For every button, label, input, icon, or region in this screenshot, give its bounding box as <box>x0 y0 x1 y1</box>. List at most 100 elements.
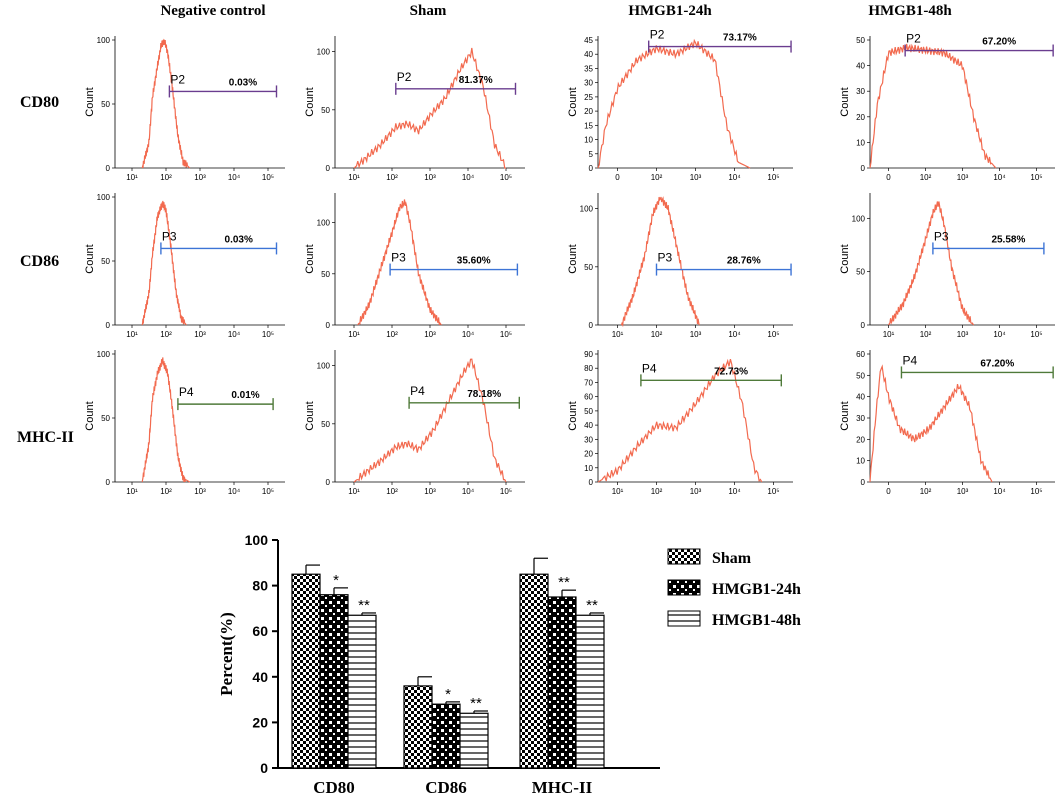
y-tick-label: 60 <box>584 393 593 402</box>
significance-stars: * <box>333 572 339 589</box>
bar-y-tick-label: 20 <box>252 714 268 730</box>
histogram-curve <box>353 47 506 169</box>
significance-stars: ** <box>558 574 570 591</box>
y-tick-label: 100 <box>317 219 331 228</box>
bar-category-label: CD86 <box>425 778 467 797</box>
y-tick-label: 40 <box>584 50 593 59</box>
x-tick-label: 10² <box>386 487 398 496</box>
y-tick-label: 0 <box>589 478 594 487</box>
y-tick-label: 50 <box>856 268 865 277</box>
significance-stars: ** <box>586 597 598 614</box>
histogram-panel: Count 0 50 100 10¹ 10² 10³ 10⁴ 10⁵ P3 28.76% <box>567 193 793 339</box>
y-tick-label: 50 <box>856 36 865 45</box>
gate-name: P4 <box>642 361 657 375</box>
x-tick-label: 10⁵ <box>500 487 512 496</box>
x-tick-label: 10⁴ <box>728 330 741 339</box>
gate-percent: 72.73% <box>714 366 748 377</box>
x-tick-label: 10² <box>920 487 932 496</box>
y-tick-label: 10 <box>856 457 865 466</box>
histogram-curve <box>597 38 751 169</box>
x-tick-label: 10³ <box>957 487 969 496</box>
x-tick-label: 10² <box>920 330 932 339</box>
x-tick-label: 10¹ <box>126 487 138 496</box>
y-tick-label: 20 <box>584 107 593 116</box>
x-tick-label: 10⁵ <box>262 487 274 496</box>
gate-percent: 73.17% <box>723 33 757 44</box>
histogram-curve <box>353 358 507 483</box>
bar <box>403 685 433 769</box>
histogram-panel: Count 0 10 20 30 40 50 0 10² 10³ 10⁴ 10⁵ P2 67.20% <box>839 32 1055 182</box>
y-tick-label: 90 <box>584 350 593 359</box>
gate-name: P3 <box>658 251 673 265</box>
gate-name: P4 <box>902 353 917 367</box>
y-tick-label: 50 <box>321 106 330 115</box>
histogram-panel: Count 0 50 100 10¹ 10² 10³ 10⁴ 10⁵ P2 81.37% <box>304 36 525 182</box>
y-tick-label: 20 <box>856 113 865 122</box>
x-tick-label: 10² <box>386 173 398 182</box>
column-title-hmgb1-48h: HMGB1-48h <box>868 3 952 19</box>
row-label-cd80: CD80 <box>20 94 59 111</box>
x-tick-label: 10³ <box>424 487 436 496</box>
significance-stars: * <box>445 686 451 703</box>
x-tick-label: 10³ <box>957 330 969 339</box>
gate-percent: 0.03% <box>225 234 253 245</box>
histogram-curve <box>597 358 763 483</box>
y-tick-label: 45 <box>584 36 593 45</box>
x-tick-label: 10⁵ <box>500 173 512 182</box>
x-tick-label: 10⁴ <box>228 330 241 339</box>
x-tick-label: 10⁵ <box>767 330 779 339</box>
y-tick-label: 100 <box>97 193 111 202</box>
gate-name: P2 <box>650 28 665 42</box>
histogram-curve <box>869 43 997 169</box>
bar-y-tick-label: 80 <box>252 578 268 594</box>
x-tick-label: 10² <box>651 173 663 182</box>
histogram-curve <box>141 38 191 169</box>
histogram-curve <box>620 196 700 328</box>
x-tick-label: 10¹ <box>126 173 138 182</box>
count-axis-label: Count <box>839 87 851 116</box>
gate-percent: 0.03% <box>229 77 257 88</box>
x-tick-label: 0 <box>886 173 891 182</box>
count-axis-label: Count <box>304 87 316 116</box>
x-tick-label: 10⁴ <box>993 487 1006 496</box>
y-tick-label: 0 <box>106 478 111 487</box>
x-tick-label: 10¹ <box>348 487 360 496</box>
gate-percent: 67.20% <box>982 37 1016 48</box>
gate-name: P3 <box>391 251 406 265</box>
y-tick-label: 50 <box>321 270 330 279</box>
gate-name: P3 <box>162 229 177 243</box>
histogram-panel: Count 0 50 100 10¹ 10² 10³ 10⁴ 10⁵ P4 0.01% <box>84 350 285 496</box>
y-tick-label: 0 <box>106 164 111 173</box>
count-axis-label: Count <box>304 401 316 430</box>
gate-name: P2 <box>170 72 185 86</box>
histogram-panel: Count 0 50 100 10¹ 10² 10³ 10⁴ 10⁵ P4 78.18% <box>304 350 525 496</box>
y-tick-label: 10 <box>584 136 593 145</box>
bar <box>459 712 489 769</box>
histogram-curve <box>357 199 442 326</box>
x-tick-label: 10² <box>160 330 172 339</box>
x-tick-label: 10⁴ <box>462 487 475 496</box>
gate-name: P2 <box>906 32 921 46</box>
bar-y-tick-label: 40 <box>252 669 268 685</box>
x-tick-label: 10⁴ <box>228 173 241 182</box>
legend-label: HMGB1-24h <box>712 581 801 598</box>
bar-y-axis-label: Percent(%) <box>217 612 236 696</box>
x-tick-label: 10⁴ <box>228 487 241 496</box>
x-tick-label: 10⁵ <box>1030 173 1042 182</box>
y-tick-label: 40 <box>856 393 865 402</box>
bar <box>319 594 349 769</box>
y-tick-label: 30 <box>856 414 865 423</box>
y-tick-label: 70 <box>584 378 593 387</box>
histogram-panel: Count 0 50 100 10¹ 10² 10³ 10⁴ 10⁵ P3 25.58% <box>839 193 1055 339</box>
bar <box>291 573 321 769</box>
y-tick-label: 60 <box>856 350 865 359</box>
count-axis-label: Count <box>567 87 579 116</box>
count-axis-label: Count <box>839 244 851 273</box>
x-tick-label: 10² <box>651 487 663 496</box>
legend-label: Sham <box>712 550 752 567</box>
legend-swatch <box>667 610 701 627</box>
x-tick-label: 0 <box>886 487 891 496</box>
count-axis-label: Count <box>567 244 579 273</box>
